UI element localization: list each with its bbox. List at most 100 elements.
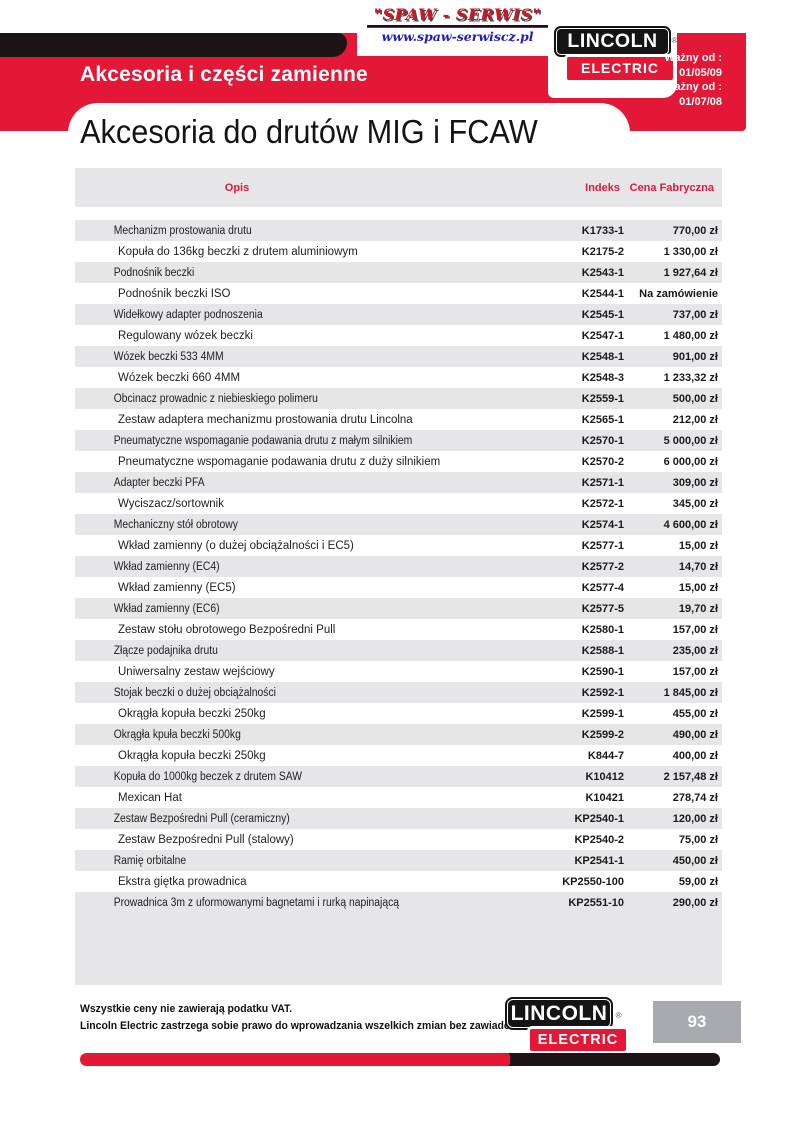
cell-index: K2599-2 (581, 728, 624, 741)
spaw-serwis-name: "SPAW - SERWIS" (373, 5, 542, 24)
cell-price: 2 157,48 zł (663, 770, 718, 783)
cell-description: Kopuła do 1000kg beczek z drutem SAW (113, 770, 303, 783)
lincoln-electric-logo-footer: LINCOLN ® ELECTRIC (505, 997, 635, 1054)
cell-index: K2548-3 (581, 371, 624, 384)
cell-index: K2571-1 (581, 476, 624, 489)
cell-description: Zestaw Bezpośredni Pull (ceramiczny) (113, 812, 290, 825)
cell-description: Adapter beczki PFA (113, 476, 205, 489)
cell-price: 212,00 zł (672, 413, 718, 426)
cell-index: K2548-1 (581, 350, 624, 363)
table-row: Mechanizm prostowania drutu K1733-1 770,… (75, 220, 722, 241)
cell-price: 309,00 zł (672, 476, 718, 489)
lincoln-wordmark: LINCOLN ® (554, 26, 677, 57)
cell-price: 901,00 zł (672, 350, 718, 363)
table-row: Pneumatyczne wspomaganie podawania drutu… (75, 430, 722, 451)
cell-description: Uniwersalny zestaw wejściowy (118, 665, 275, 678)
cell-price: 235,00 zł (672, 644, 718, 657)
cell-index: KP2540-1 (574, 812, 624, 825)
lincoln-wordmark-footer: LINCOLN ® (505, 997, 621, 1030)
cell-index: K2588-1 (581, 644, 624, 657)
cell-price: 400,00 zł (672, 749, 718, 762)
table-row: Wkład zamienny (o dużej obciążalności i … (75, 535, 722, 556)
cell-description: Podnośnik beczki (113, 266, 195, 279)
table-row: Mexican Hat K10421 278,74 zł (75, 787, 722, 808)
cell-index: K2544-1 (581, 287, 624, 300)
cell-price: 120,00 zł (672, 812, 718, 825)
cell-description: Wózek beczki 533 4MM (113, 350, 224, 363)
table-row: Uniwersalny zestaw wejściowy K2590-1 157… (75, 661, 722, 682)
table-row: Widełkowy adapter podnoszenia K2545-1 73… (75, 304, 722, 325)
cell-index: K2570-1 (581, 434, 624, 447)
cell-price: 15,00 zł (678, 581, 718, 594)
cell-description: Prowadnica 3m z uformowanymi bagnetami i… (113, 896, 400, 909)
cell-index: K2559-1 (581, 392, 624, 405)
cell-index: K1733-1 (581, 224, 624, 237)
cell-description: Wózek beczki 660 4MM (118, 371, 241, 384)
table-row: Okrągła kopuła beczki 250kg K844-7 400,0… (75, 745, 722, 766)
column-header-price: Cena Fabryczna (629, 182, 714, 194)
cell-price: 14,70 zł (678, 560, 718, 573)
previous-pricelist-label: Poprzedni cennik ważny od : (571, 81, 722, 93)
table-row: Wkład zamienny (EC5) K2577-4 15,00 zł (75, 577, 722, 598)
cell-price: 278,74 zł (672, 791, 718, 804)
table-row: Ekstra giętka prowadnica KP2550-100 59,0… (75, 871, 722, 892)
cell-price: 737,00 zł (672, 308, 718, 321)
cell-price: 15,00 zł (678, 539, 718, 552)
page-title: Akcesoria do drutów MIG i FCAW (80, 113, 538, 150)
registered-mark-icon-footer: ® (615, 1011, 622, 1020)
cell-price: 490,00 zł (672, 728, 718, 741)
valid-from-label: Ważny od : (664, 52, 722, 64)
cell-description: Okrągła kpuła beczki 500kg (113, 728, 241, 741)
cell-price: 500,00 zł (672, 392, 718, 405)
cell-index: K2565-1 (581, 413, 624, 426)
electric-wordmark-footer: ELECTRIC (527, 1026, 629, 1054)
cell-description: Podnośnik beczki ISO (118, 287, 231, 300)
table-row: Zestaw adaptera mechanizmu prostowania d… (75, 409, 722, 430)
cell-index: K2599-1 (581, 707, 624, 720)
table-row: Podnośnik beczki K2543-1 1 927,64 zł (75, 262, 722, 283)
cell-price: 1 330,00 zł (663, 245, 718, 258)
cell-index: K2543-1 (581, 266, 624, 279)
cell-index: K2577-1 (581, 539, 624, 552)
cell-description: Regulowany wózek beczki (118, 329, 253, 342)
table-row: Regulowany wózek beczki K2547-1 1 480,00… (75, 325, 722, 346)
cell-description: Złącze podajnika drutu (113, 644, 218, 657)
table-row: Złącze podajnika drutu K2588-1 235,00 zł (75, 640, 722, 661)
electric-wordmark: ELECTRIC (564, 54, 676, 83)
cell-description: Obcinacz prowadnic z niebieskiego polime… (113, 392, 318, 405)
bottom-bar-red (80, 1053, 510, 1066)
previous-pricelist-date: 01/07/08 (679, 95, 722, 108)
cell-price: 1 480,00 zł (663, 329, 718, 342)
table-row: Zestaw stołu obrotowego Bezpośredni Pull… (75, 619, 722, 640)
table-row: Pneumatyczne wspomaganie podawania drutu… (75, 451, 722, 472)
table-row: Wkład zamienny (EC6) K2577-5 19,70 zł (75, 598, 722, 619)
cell-description: Stojak beczki o dużej obciążalności (113, 686, 276, 699)
cell-index: KP2551-10 (568, 896, 624, 909)
cell-description: Wkład zamienny (EC6) (113, 602, 220, 615)
cell-price: 5 000,00 zł (663, 434, 718, 447)
cell-description: Zestaw Bezpośredni Pull (stalowy) (118, 833, 294, 846)
lincoln-text-footer: LINCOLN (510, 1002, 608, 1025)
section-title: Akcesoria i części zamienne (80, 63, 368, 86)
table-row: Wyciszacz/sortownik K2572-1 345,00 zł (75, 493, 722, 514)
cell-index: K844-7 (587, 749, 624, 762)
footer-note-disclaimer: Lincoln Electric zastrzega sobie prawo d… (80, 1020, 547, 1032)
cell-description: Pneumatyczne wspomaganie podawania drutu… (118, 455, 441, 468)
spaw-serwis-logo: "SPAW - SERWIS" www.spaw-serwiscz.pl (357, 0, 558, 56)
cell-description: Pneumatyczne wspomaganie podawania drutu… (113, 434, 413, 447)
valid-from-date: 01/05/09 (679, 66, 722, 79)
table-row: Kopuła do 136kg beczki z drutem aluminio… (75, 241, 722, 262)
cell-index: K2577-4 (581, 581, 624, 594)
cell-description: Mexican Hat (118, 791, 182, 804)
cell-description: Mechanizm prostowania drutu (113, 224, 252, 237)
cell-price: 19,70 zł (678, 602, 718, 615)
cell-price: 1 233,32 zł (663, 371, 718, 384)
table-row: Mechaniczny stół obrotowy K2574-1 4 600,… (75, 514, 722, 535)
cell-index: K2590-1 (581, 665, 624, 678)
table-row: Adapter beczki PFA K2571-1 309,00 zł (75, 472, 722, 493)
cell-description: Zestaw adaptera mechanizmu prostowania d… (118, 413, 413, 426)
cell-description: Wkład zamienny (EC4) (113, 560, 220, 573)
cell-description: Wkład zamienny (o dużej obciążalności i … (118, 539, 354, 552)
cell-description: Zestaw stołu obrotowego Bezpośredni Pull (118, 623, 336, 636)
lincoln-electric-logo: LINCOLN ® ELECTRIC (548, 22, 677, 98)
